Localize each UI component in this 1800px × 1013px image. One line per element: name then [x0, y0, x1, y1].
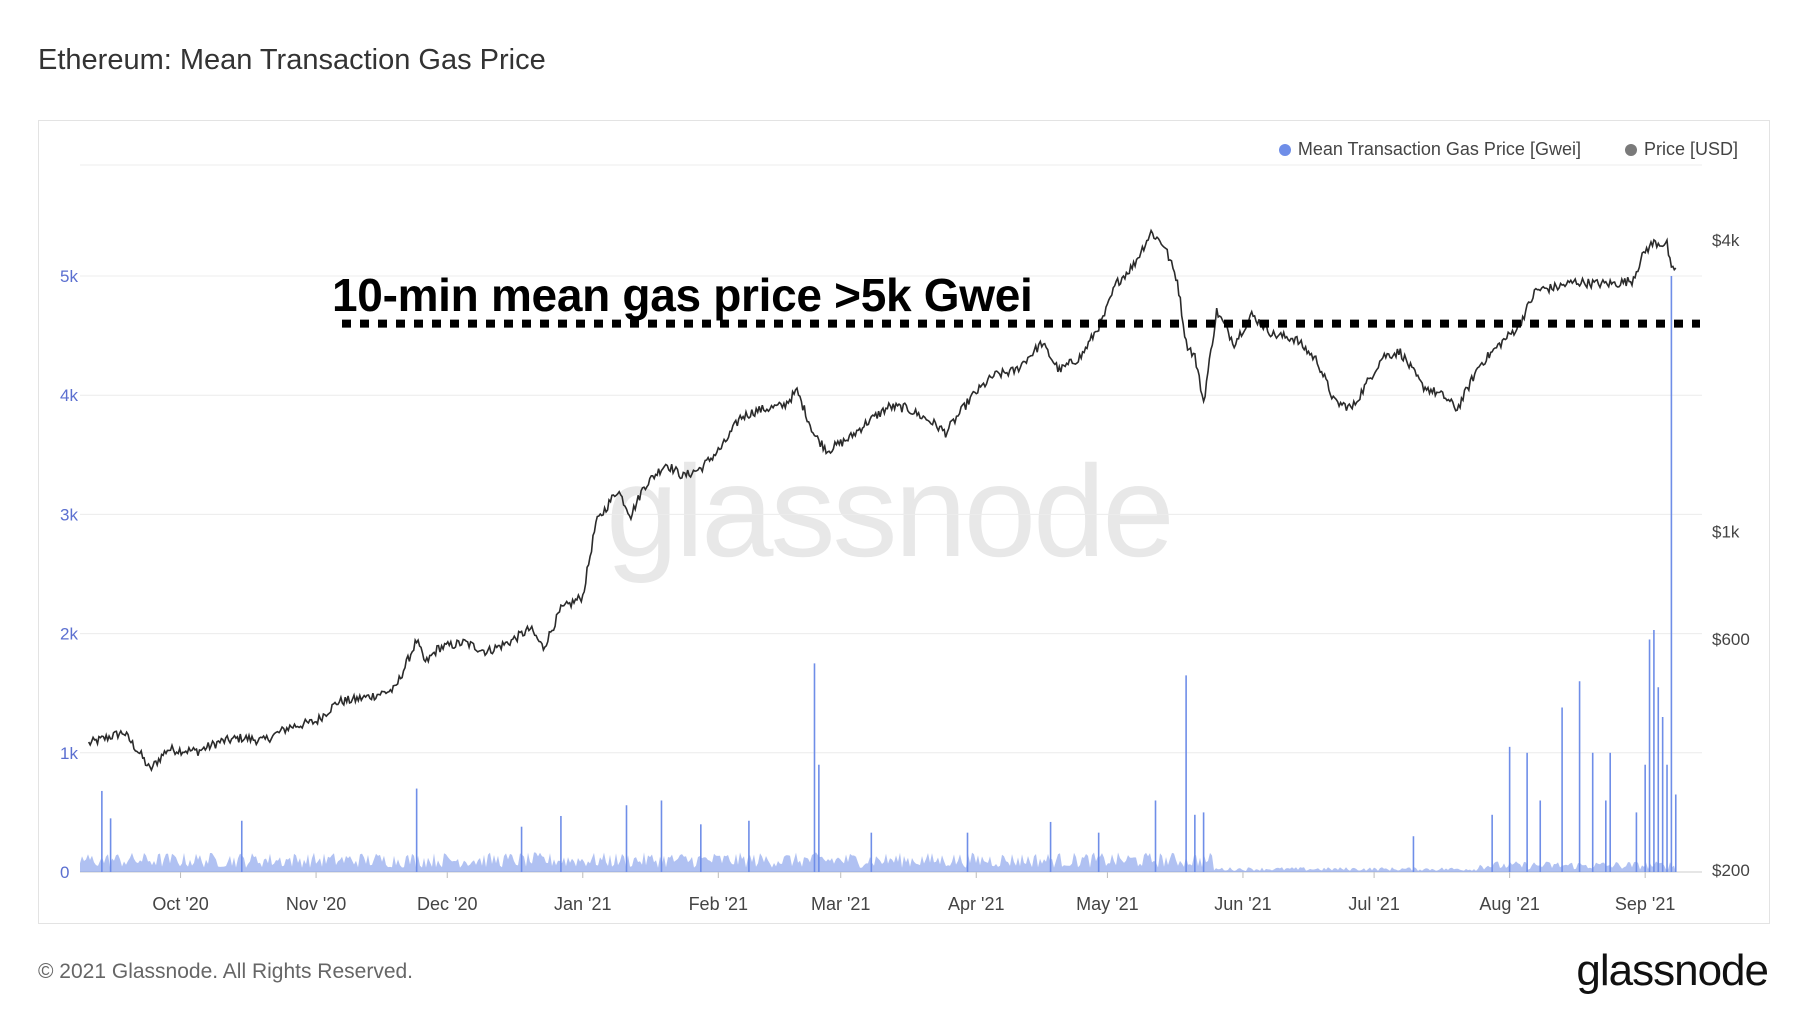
left-tick-label: 4k — [60, 386, 78, 405]
x-tick-label: Dec '20 — [417, 894, 477, 914]
left-axis-ticks: 0 1k 2k 3k 4k 5k — [60, 267, 78, 882]
x-tick-label: Jan '21 — [554, 894, 611, 914]
legend-item-gas[interactable]: Mean Transaction Gas Price [Gwei] — [1278, 139, 1581, 160]
left-tick-label: 1k — [60, 744, 78, 763]
left-tick-label: 3k — [60, 505, 78, 524]
footer-copyright: © 2021 Glassnode. All Rights Reserved. — [38, 960, 414, 983]
x-tick-label: Aug '21 — [1479, 894, 1540, 914]
glassnode-logo[interactable]: glassnode — [1576, 946, 1769, 995]
annotation-text: 10-min mean gas price >5k Gwei — [332, 269, 1033, 321]
right-tick-label: $1k — [1712, 523, 1740, 542]
chart-panel — [38, 120, 1770, 924]
watermark: glassnode — [606, 438, 1175, 584]
legend-dot-price-icon — [1624, 143, 1637, 156]
gas-price-spikes — [101, 276, 1677, 872]
legend: Mean Transaction Gas Price [Gwei] Price … — [1278, 139, 1738, 160]
chart-title: Ethereum: Mean Transaction Gas Price — [38, 44, 546, 76]
gas-price-series-fill — [80, 852, 1676, 872]
right-tick-label: $200 — [1712, 861, 1750, 880]
x-axis-ticks: Oct '20 Nov '20 Dec '20 Jan '21 Feb '21 Mar '… — [80, 871, 1702, 914]
x-tick-label: Oct '20 — [152, 894, 208, 914]
right-axis-ticks: $200 $600 $1k $4k — [1712, 231, 1750, 880]
left-tick-label: 2k — [60, 625, 78, 644]
legend-label-gas: Mean Transaction Gas Price [Gwei] — [1297, 139, 1581, 159]
x-tick-label: Nov '20 — [286, 894, 346, 914]
legend-label-price: Price [USD] — [1643, 139, 1738, 159]
x-tick-label: Jun '21 — [1214, 894, 1271, 914]
x-tick-label: Sep '21 — [1615, 894, 1676, 914]
legend-dot-gas-icon — [1278, 143, 1291, 156]
x-tick-label: Feb '21 — [689, 894, 748, 914]
right-tick-label: $600 — [1712, 630, 1750, 649]
left-tick-label: 0 — [60, 863, 69, 882]
eth-price-series-line — [87, 228, 1677, 773]
x-tick-label: May '21 — [1076, 894, 1138, 914]
x-tick-label: Mar '21 — [811, 894, 870, 914]
left-tick-label: 5k — [60, 267, 78, 286]
legend-item-price[interactable]: Price [USD] — [1624, 139, 1738, 160]
x-tick-label: Jul '21 — [1348, 894, 1399, 914]
right-tick-label: $4k — [1712, 231, 1740, 250]
x-tick-label: Apr '21 — [948, 894, 1004, 914]
